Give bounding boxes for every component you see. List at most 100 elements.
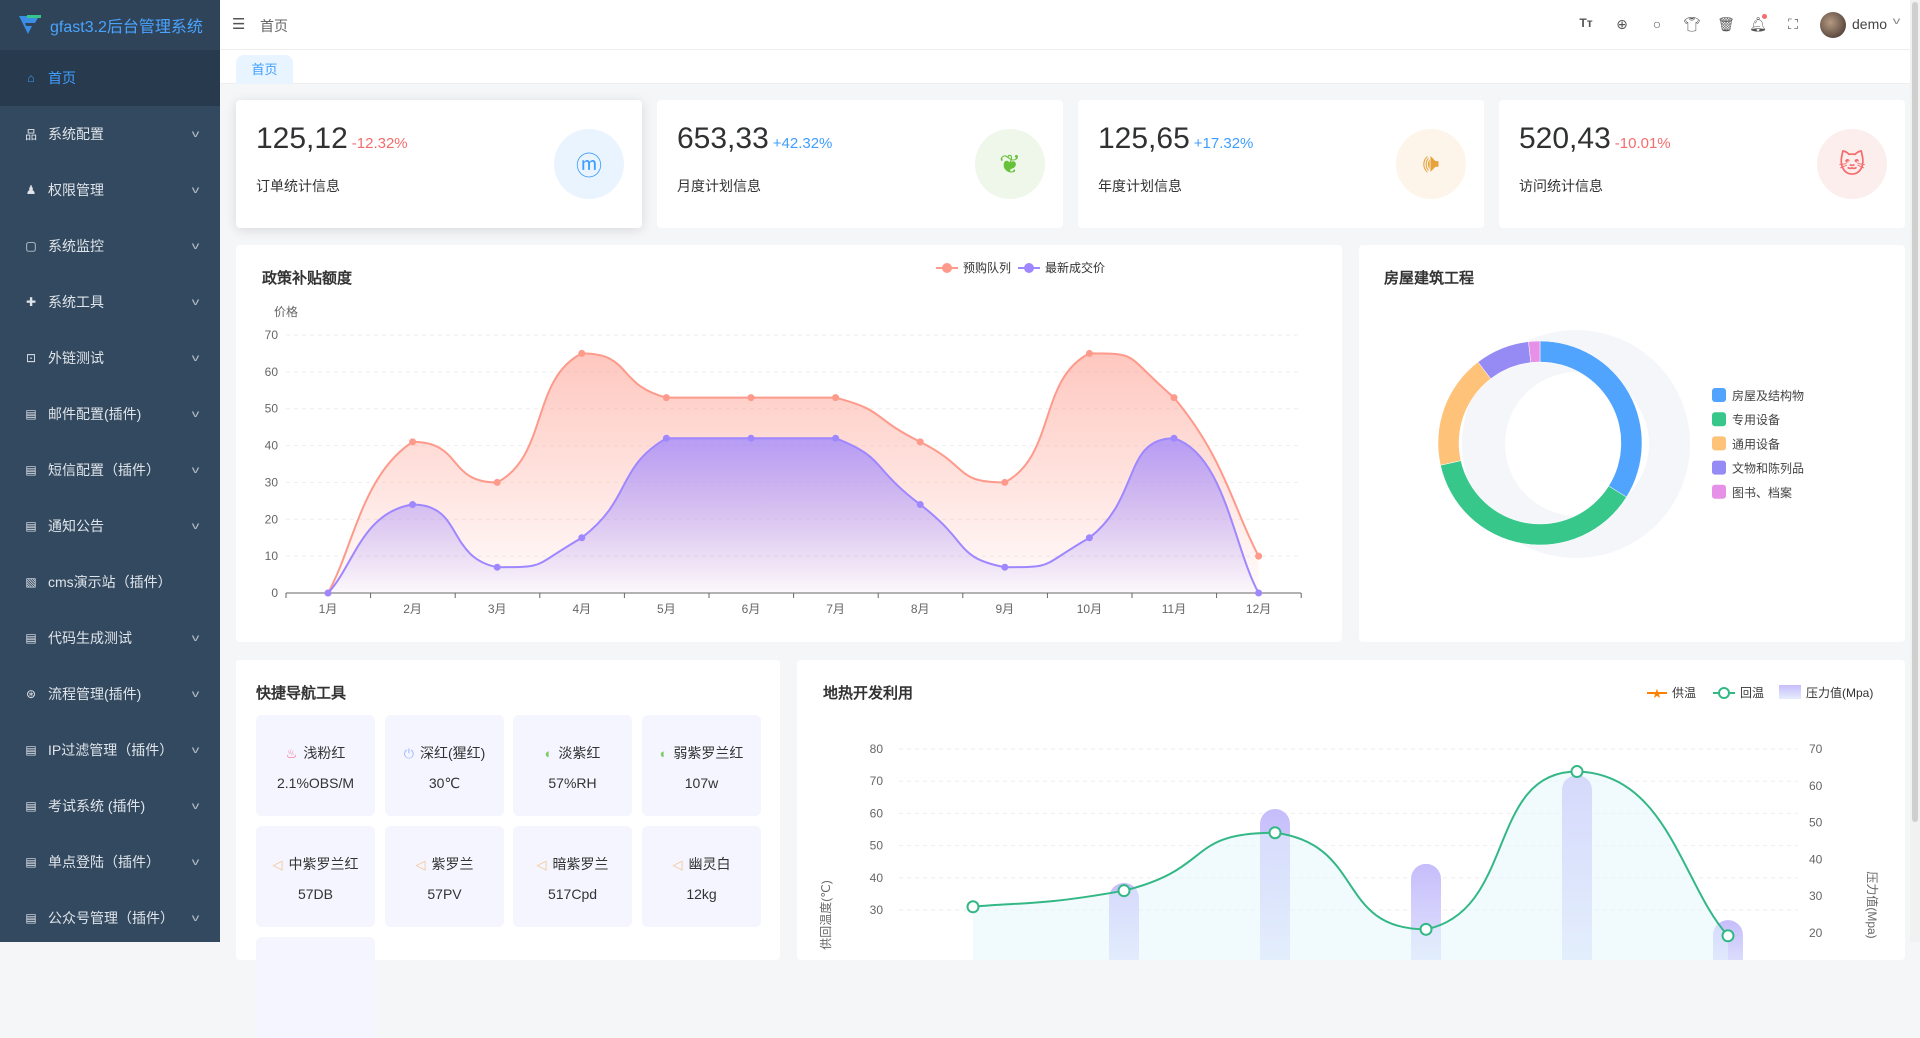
nav-tile[interactable]: ♨ 浅粉红 2.1%OBS/M xyxy=(256,715,375,816)
menu-collapse-icon[interactable]: ☰ xyxy=(232,16,246,33)
data-point xyxy=(662,394,670,402)
y-tick-label: 70 xyxy=(265,328,279,342)
chevron-down-icon: v xyxy=(191,632,200,644)
geo-combo-chart: 30 40 50 60 70 80 20 30 40 50 60 70 供回温度(℃) 压力值(Mpa) ★… xyxy=(818,685,1880,960)
stat-label: 访问统计信息 xyxy=(1519,178,1603,194)
sidebar-item[interactable]: ⊛ 流程管理(插件) v xyxy=(0,666,220,722)
card-title: 地热开发利用 xyxy=(823,685,914,702)
sidebar-item-label: 公众号管理（插件） xyxy=(48,910,174,926)
breadcrumb[interactable]: 首页 xyxy=(260,18,288,34)
tile-label: 暗紫罗兰 xyxy=(552,856,609,872)
sidebar-item[interactable]: ▤ IP过滤管理（插件） v xyxy=(0,722,220,778)
sidebar-item[interactable]: ▤ 代码生成测试 v xyxy=(0,610,220,666)
stat-value: 653,33 xyxy=(677,122,769,155)
sidebar-item[interactable]: ▤ 考试系统 (插件) v xyxy=(0,778,220,834)
legend-label: 供温 xyxy=(1672,686,1696,700)
fullscreen-icon[interactable]: ⛶ xyxy=(1788,16,1798,32)
sidebar-item[interactable]: ▧ cms演示站（插件） xyxy=(0,554,220,610)
chevron-down-icon: v xyxy=(191,128,200,140)
nav-tile[interactable]: ◁ 中紫罗兰红 57DB xyxy=(256,826,375,927)
chevron-down-icon: v xyxy=(191,856,200,868)
sidebar-item-label: cms演示站（插件） xyxy=(48,574,172,590)
avatar[interactable] xyxy=(1820,12,1846,38)
data-point xyxy=(747,394,755,402)
drops-icon: ◐ xyxy=(659,746,668,761)
nav-tile[interactable]: ◐ 弱紫罗兰红 107w xyxy=(642,715,761,816)
y-right-tick-label: 30 xyxy=(1809,889,1823,903)
legend-label: 预购队列 xyxy=(963,260,1011,275)
sidebar-item-label: 代码生成测试 xyxy=(48,630,132,646)
data-point xyxy=(1255,552,1263,560)
data-point xyxy=(1117,884,1131,898)
geo-chart-card: 地热开发利用 30 40 50 60 70 80 20 30 40 50 60 70 供回温度(℃) 压力… xyxy=(797,660,1905,960)
scrollbar[interactable] xyxy=(1910,0,1920,942)
sidebar-item[interactable]: ⌂ 首页 xyxy=(0,50,220,106)
stat-change: -10.01% xyxy=(1614,135,1671,152)
data-point xyxy=(662,434,670,442)
sidebar-item-label: 邮件配置(插件) xyxy=(48,406,142,422)
stat-label: 订单统计信息 xyxy=(256,178,340,194)
nav-tile[interactable] xyxy=(256,937,375,1038)
stat-value: 125,65 xyxy=(1098,122,1190,155)
font-size-icon[interactable]: Tт xyxy=(1579,16,1593,30)
legend-label: 专用设备 xyxy=(1732,412,1780,427)
stat-value: 125,12 xyxy=(256,122,348,155)
bell-icon[interactable]: 🔔︎ xyxy=(1749,14,1767,32)
nav-tile[interactable]: ⏻ 深红(猩红) 30℃ xyxy=(385,715,504,816)
sidebar-item-label: 系统工具 xyxy=(48,294,104,310)
chevron-down-icon: v xyxy=(191,352,200,364)
sidebar-item[interactable]: ✚ 系统工具 v xyxy=(0,274,220,330)
tab-home[interactable]: 首页 xyxy=(236,55,293,84)
x-tick-label: 1月 xyxy=(319,602,338,616)
chevron-down-icon: v xyxy=(191,184,200,196)
legend-swatch xyxy=(1712,388,1726,402)
app-title: gfast3.2后台管理系统 xyxy=(50,19,203,36)
data-point xyxy=(1721,929,1735,943)
logo[interactable]: gfast3.2后台管理系统 xyxy=(0,0,220,50)
donut-hole xyxy=(1460,363,1620,523)
data-point xyxy=(832,434,840,442)
stat-card[interactable]: 520,43 -10.01% 访问统计信息 🐱︎ xyxy=(1499,100,1905,228)
sidebar-item-label: 单点登陆（插件） xyxy=(48,854,160,870)
puzzle-icon: ✚ xyxy=(25,295,37,309)
menu-icon: ▤ xyxy=(25,631,37,645)
sidebar-item[interactable]: ⊡ 外链测试 v xyxy=(0,330,220,386)
document-search-icon: ▧ xyxy=(25,575,37,589)
sidebar-item[interactable]: ▤ 短信配置（插件） v xyxy=(0,442,220,498)
legend-label: 图书、档案 xyxy=(1732,485,1792,500)
legend-label: 文物和陈列品 xyxy=(1732,461,1804,476)
tile-label: 幽灵白 xyxy=(688,856,731,872)
y-right-axis-label: 压力值(Mpa) xyxy=(1865,871,1880,938)
data-point xyxy=(1268,826,1282,840)
sidebar-item[interactable]: ▤ 单点登陆（插件） v xyxy=(0,834,220,890)
sidebar-item[interactable]: 品系统配置 v xyxy=(0,106,220,162)
sidebar-item[interactable]: ▤ 公众号管理（插件） v xyxy=(0,890,220,942)
nav-tile[interactable]: ◐ 淡紫红 57%RH xyxy=(513,715,632,816)
stat-card[interactable]: 653,33 +42.32% 月度计划信息 ❦ xyxy=(657,100,1063,228)
theme-icon[interactable]: 👕︎ xyxy=(1683,16,1701,32)
nav-tile[interactable]: ◁ 暗紫罗兰 517Cpd xyxy=(513,826,632,927)
search-icon[interactable]: ○ xyxy=(1652,16,1662,32)
nav-tile[interactable]: ◁ 幽灵白 12kg xyxy=(642,826,761,927)
sidebar-item-label: 短信配置（插件） xyxy=(48,462,160,478)
data-point xyxy=(324,589,332,597)
monitor-icon: ▢ xyxy=(25,239,37,253)
y-tick-label: 30 xyxy=(265,475,279,489)
sidebar-item[interactable]: ▤ 邮件配置(插件) v xyxy=(0,386,220,442)
username[interactable]: demo xyxy=(1852,16,1888,32)
nav-tile[interactable]: ◁ 紫罗兰 57PV xyxy=(385,826,504,927)
y-axis-label: 价格 xyxy=(274,304,298,319)
locale-icon[interactable]: ⊕ xyxy=(1616,16,1628,32)
stat-card[interactable]: 125,12 -12.32% 订单统计信息 ⓜ xyxy=(236,100,642,228)
sidebar-item[interactable]: ♟ 权限管理 v xyxy=(0,162,220,218)
y-right-tick-label: 40 xyxy=(1809,852,1823,866)
y-tick-label: 10 xyxy=(265,549,279,563)
speaker-icon: ◁ xyxy=(672,857,683,872)
trash-icon[interactable]: 🗑︎ xyxy=(1717,16,1735,32)
chevron-down-icon[interactable]: v xyxy=(1892,16,1901,27)
sidebar-item[interactable]: ▢ 系统监控 v xyxy=(0,218,220,274)
sidebar-item[interactable]: ▤ 通知公告 v xyxy=(0,498,220,554)
sidebar-item-label: IP过滤管理（插件） xyxy=(48,742,174,758)
stat-card[interactable]: 125,65 +17.32% 年度计划信息 🕪︎ xyxy=(1078,100,1484,228)
tile-label: 紫罗兰 xyxy=(431,856,474,872)
